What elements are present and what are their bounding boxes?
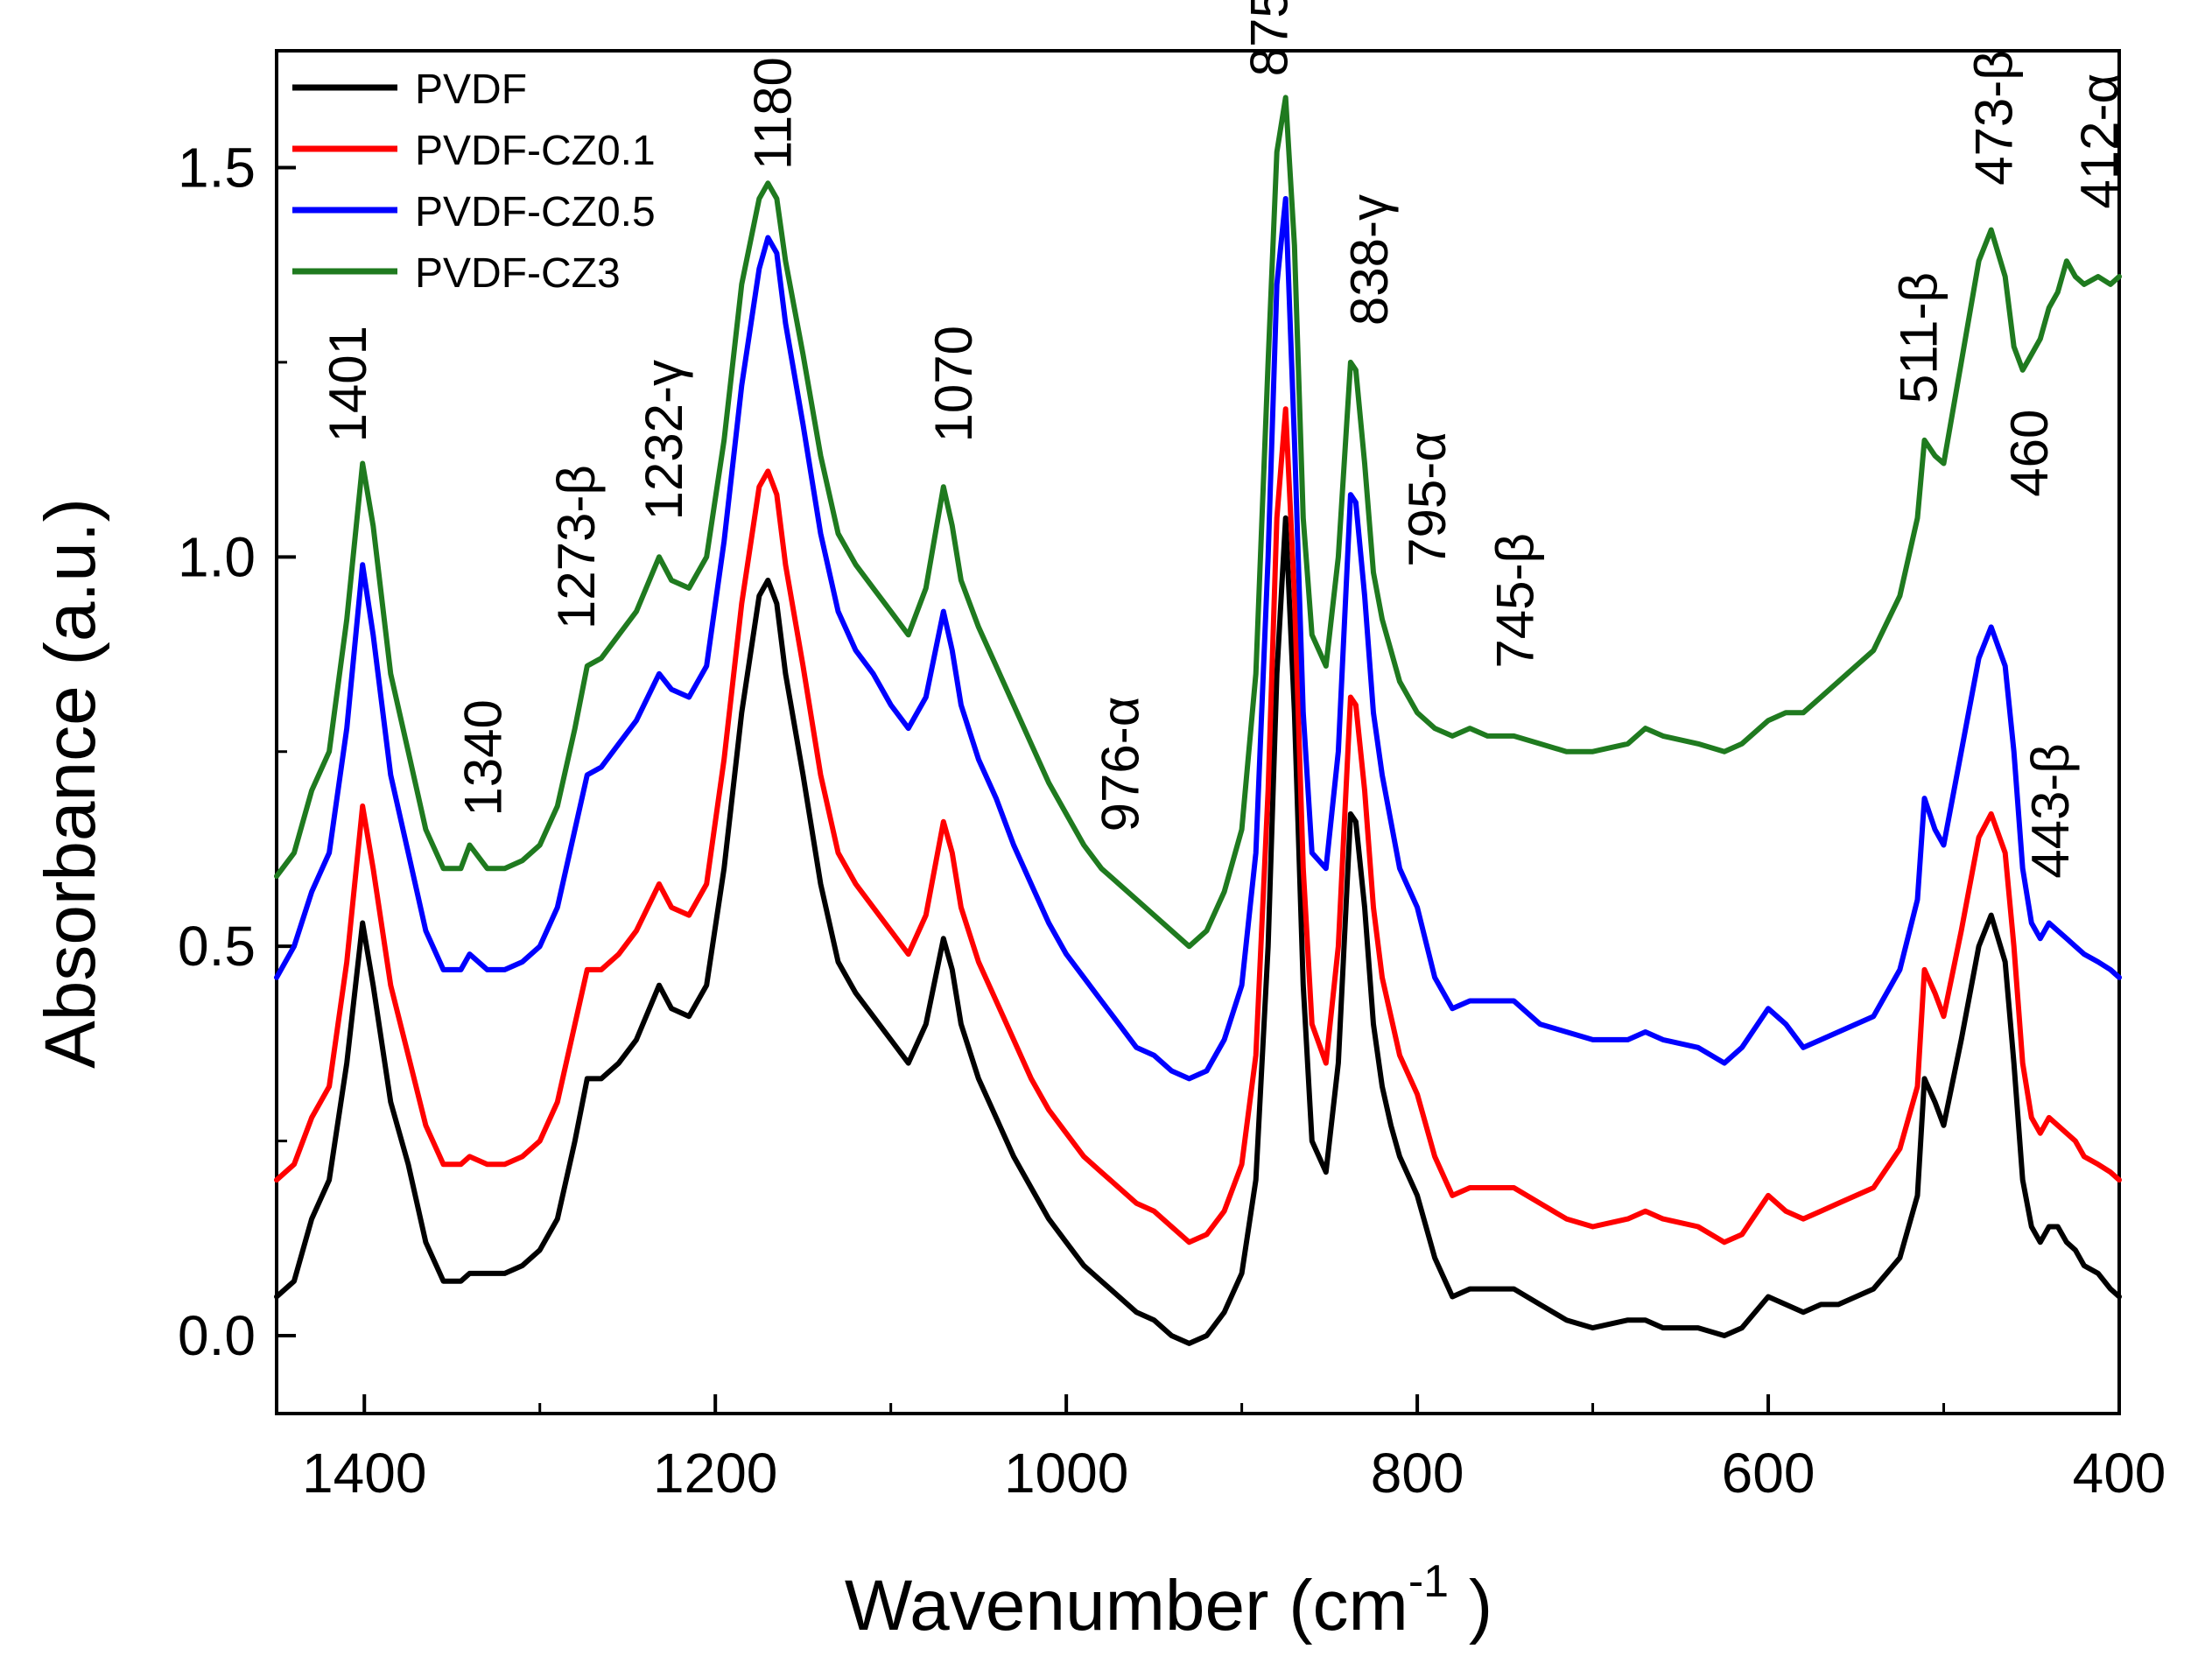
peak-label: 460 — [2000, 410, 2059, 497]
peak-label: 1340 — [454, 699, 513, 816]
series-line-3 — [274, 196, 2122, 1082]
peak-label: 1070 — [924, 326, 983, 442]
x-axis-label: Wavenumber (cm-1 ) — [845, 1556, 1492, 1645]
series-layer — [274, 95, 2122, 1346]
peak-label: 443-β — [2021, 743, 2080, 879]
x-tick-label: 600 — [1722, 1442, 1815, 1505]
plot-border — [275, 49, 2121, 1415]
y-tick-label: 1.0 — [178, 525, 256, 588]
legend-label: PVDF-CZ3 — [415, 250, 621, 297]
x-tick-label: 400 — [2073, 1442, 2166, 1505]
legend: PVDF PVDF-CZ0.1 PVDF-CZ0.5 PVDF-CZ3 — [292, 67, 656, 297]
series-line-4 — [274, 95, 2122, 950]
peak-label: 1232-γ — [635, 360, 693, 520]
peak-label: 1180 — [743, 57, 802, 170]
y-axis-label: Absorbance (a.u.) — [31, 498, 110, 1069]
x-tick-label: 1400 — [302, 1442, 426, 1505]
legend-label: PVDF — [415, 67, 527, 113]
legend-label: PVDF-CZ0.1 — [415, 128, 656, 174]
y-tick-label: 0.5 — [178, 915, 256, 978]
peak-label: 875 — [1240, 0, 1299, 76]
peak-label: 838-γ — [1340, 194, 1399, 326]
peak-label: 976-α — [1091, 697, 1149, 832]
series-line-2 — [274, 406, 2122, 1245]
y-tick-label: 0.0 — [178, 1304, 256, 1367]
peak-label: 1401 — [319, 326, 377, 442]
y-tick-label: 1.5 — [178, 136, 256, 199]
annotation-layer: 1401 1340 1273-β 1232-γ 1180 1070 976-α 875 838-… — [319, 0, 2129, 879]
peak-label: 412-α — [2070, 74, 2129, 209]
x-tick-label: 1200 — [653, 1442, 777, 1505]
peak-label: 1273-β — [547, 465, 606, 629]
plot-frame — [275, 49, 2121, 1415]
series-line-1 — [274, 515, 2122, 1346]
legend-label: PVDF-CZ0.5 — [415, 189, 656, 235]
peak-label: 511-β — [1890, 272, 1949, 403]
x-tick-label: 800 — [1371, 1442, 1464, 1505]
axes: 1400 1200 1000 800 600 400 0.0 0.5 1.0 1.5 — [178, 136, 2166, 1505]
peak-label: 473-β — [1965, 50, 2024, 186]
x-tick-label: 1000 — [1004, 1442, 1128, 1505]
peak-label: 745-β — [1485, 533, 1544, 669]
peak-label: 795-α — [1398, 432, 1457, 567]
